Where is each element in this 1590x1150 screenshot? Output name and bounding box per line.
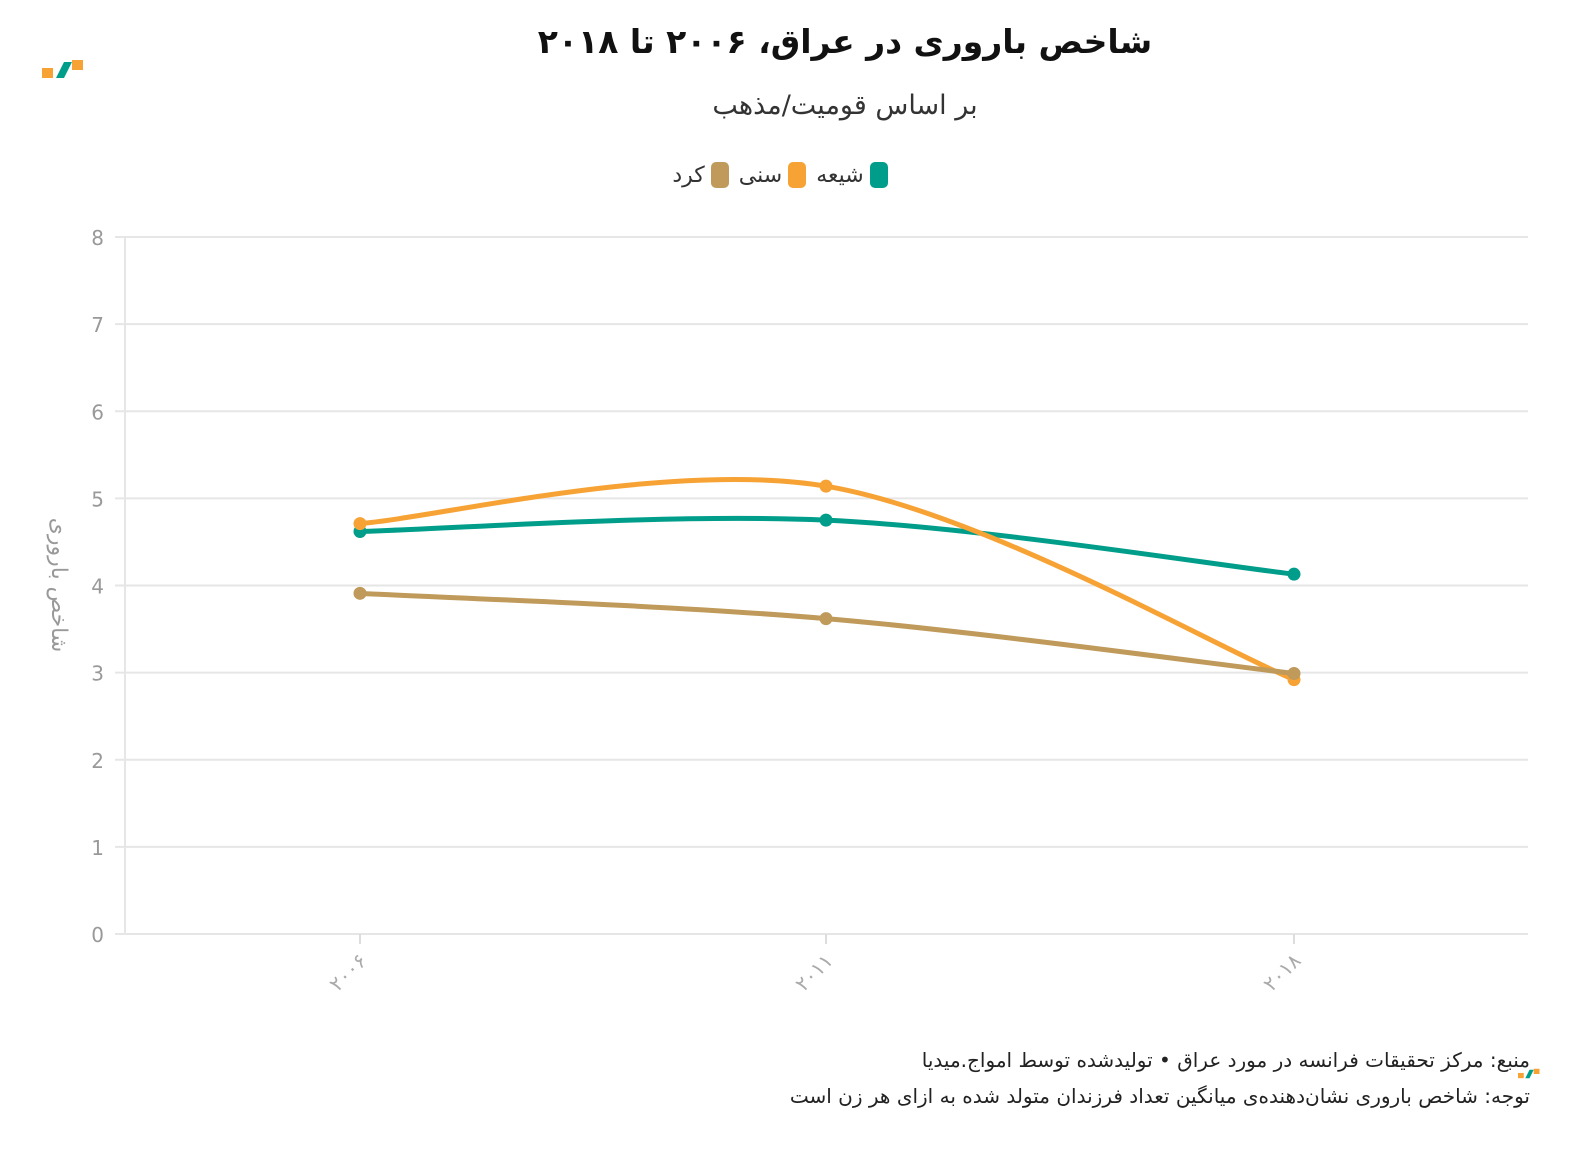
- series-line-0: [357, 515, 1297, 577]
- legend-label: شیعه: [816, 162, 864, 188]
- legend-item-1[interactable]: سنی: [738, 162, 807, 188]
- x-tick-label: ۲۰۱۱: [790, 949, 837, 996]
- series-line-1: [357, 476, 1297, 683]
- data-point-2-0[interactable]: [353, 586, 367, 600]
- y-tick-label: 8: [91, 226, 104, 250]
- series-points: [353, 479, 1301, 687]
- legend-swatch: [788, 162, 807, 188]
- y-tick-label: 5: [91, 487, 104, 511]
- data-point-0-1[interactable]: [819, 513, 833, 527]
- y-tick-label: 1: [91, 836, 104, 860]
- line-chart: 0 1 2 3 4 5 6 7 8 ۲۰۰۶ ۲۰۱۱ ۲۰۱۸ شاخص باروری: [46, 226, 1528, 996]
- data-point-1-1[interactable]: [819, 479, 833, 493]
- y-tick-label: 4: [91, 575, 104, 599]
- explanatory-note: توجه: شاخص باروری نشان‌دهنده‌ی میانگین ت…: [789, 1084, 1530, 1108]
- y-axis-ticks: 0 1 2 3 4 5 6 7 8: [91, 226, 104, 947]
- chart-legend: شیعه سنی کرد: [0, 162, 1560, 188]
- data-point-2-1[interactable]: [819, 612, 833, 626]
- y-tick-label: 3: [91, 662, 104, 686]
- y-tick-label: 7: [91, 313, 104, 337]
- legend-item-0[interactable]: شیعه: [816, 162, 888, 188]
- y-axis-label: شاخص باروری: [46, 518, 71, 653]
- series-lines: [357, 476, 1297, 683]
- chart-subtitle: بر اساس قومیت/مذهب: [712, 90, 978, 121]
- brand-logo-icon: [42, 60, 83, 78]
- data-point-0-2[interactable]: [1287, 567, 1301, 581]
- legend-swatch: [710, 162, 729, 188]
- legend-item-2[interactable]: کرد: [672, 162, 729, 188]
- data-point-2-2[interactable]: [1287, 666, 1301, 680]
- legend-label: سنی: [738, 162, 783, 188]
- footer-logo-icon: [1518, 1068, 1540, 1079]
- source-note: منبع: مرکز تحقیقات فرانسه در مورد عراق •…: [921, 1048, 1530, 1072]
- x-tick-label: ۲۰۰۶: [324, 949, 371, 996]
- data-point-1-0[interactable]: [353, 517, 367, 531]
- series-line-2: [357, 590, 1297, 676]
- y-tick-label: 2: [91, 749, 104, 773]
- x-tick-label: ۲۰۱۸: [1258, 948, 1306, 996]
- grid-lines: [115, 236, 1528, 935]
- y-tick-label: 0: [91, 923, 104, 947]
- legend-label: کرد: [672, 162, 705, 188]
- x-axis-ticks: ۲۰۰۶ ۲۰۱۱ ۲۰۱۸: [324, 934, 1306, 996]
- y-tick-label: 6: [91, 400, 104, 424]
- chart-title: شاخص باروری در عراق، ۲۰۰۶ تا ۲۰۱۸: [537, 22, 1153, 61]
- legend-swatch: [869, 162, 888, 188]
